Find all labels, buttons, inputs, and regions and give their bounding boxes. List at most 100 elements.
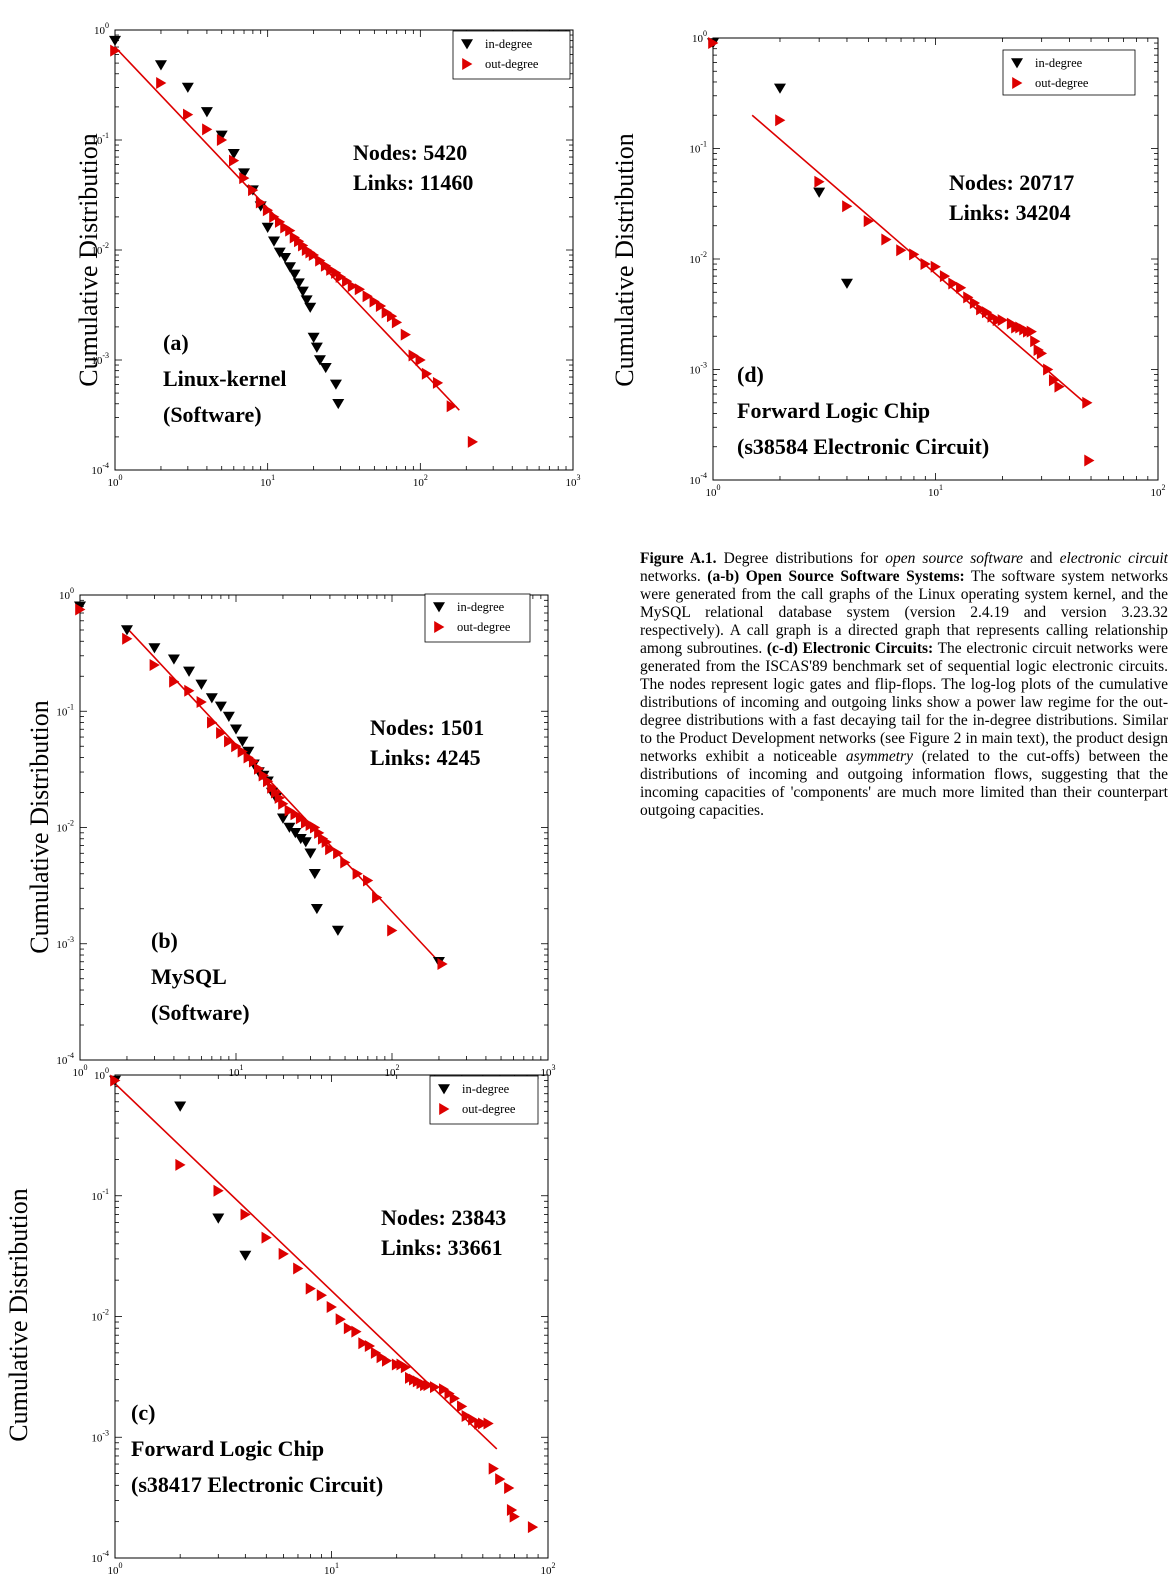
y-tick-label: 10-1 xyxy=(56,702,74,718)
in-degree-point xyxy=(167,654,180,665)
out-degree-point xyxy=(1048,374,1060,387)
out-degree-point xyxy=(381,306,392,319)
panel-letter: (a) xyxy=(163,330,189,355)
y-tick-label: 100 xyxy=(59,586,74,602)
in-degree-point xyxy=(840,278,853,289)
panel-letter: (d) xyxy=(737,362,764,387)
in-degree-point xyxy=(319,362,332,374)
in-degree-point xyxy=(230,724,242,735)
out-degree-point xyxy=(333,847,344,860)
in-degree-point xyxy=(310,342,323,353)
x-tick-label: 100 xyxy=(73,1063,88,1079)
in-degree-point xyxy=(304,848,317,859)
y-axis-label: Cumulative Distribution xyxy=(4,1188,33,1442)
out-degree-point xyxy=(183,108,194,121)
out-degree-point xyxy=(1043,363,1054,376)
out-degree-point xyxy=(509,1510,520,1523)
out-degree-point xyxy=(527,1521,539,1534)
out-degree-point xyxy=(948,277,959,290)
in-degree-point xyxy=(331,925,344,936)
out-degree-point xyxy=(240,1208,251,1221)
out-degree-point xyxy=(415,354,426,366)
out-degree-point xyxy=(372,891,383,904)
in-degree-point xyxy=(300,295,313,306)
in-degree-point xyxy=(307,332,320,343)
legend-box xyxy=(424,593,531,643)
y-tick-label: 10-1 xyxy=(91,1187,109,1203)
out-degree-point xyxy=(457,1400,468,1413)
in-degree-point xyxy=(154,60,167,71)
y-tick-label: 10-4 xyxy=(689,471,707,487)
out-degree-point xyxy=(335,270,346,283)
chart-d: 100 101 102 100 10-1 10-2 10-3 10-4 Cumulative D… xyxy=(610,29,1166,499)
figure-caption: Figure A.1. Degree distributions for ope… xyxy=(640,550,1168,820)
in-degree-point xyxy=(329,379,342,390)
out-degree-point xyxy=(263,775,274,788)
out-degree-point xyxy=(358,1337,369,1350)
out-degree-point xyxy=(488,1462,499,1475)
legend-box xyxy=(452,30,571,80)
out-degree-point xyxy=(495,1473,506,1486)
out-degree-point xyxy=(504,1481,515,1494)
out-degree-point xyxy=(255,196,267,209)
legend-marker xyxy=(1012,77,1023,89)
out-degree-point xyxy=(1026,325,1037,338)
y-tick-label: 10-2 xyxy=(689,250,707,266)
in-degree-point xyxy=(813,187,826,198)
out-degree-point xyxy=(320,259,332,272)
panel-title: MySQL xyxy=(151,964,227,989)
out-degree-point xyxy=(467,435,479,448)
panel-title: Linux-kernel xyxy=(163,366,286,391)
legend-box xyxy=(429,1075,539,1125)
out-degree-point xyxy=(343,1322,355,1335)
in-degree-point xyxy=(183,666,196,677)
out-degree-point xyxy=(290,808,301,821)
out-degree-point xyxy=(122,632,133,645)
x-tick-label: 101 xyxy=(260,473,275,489)
panel-title: Forward Logic Chip xyxy=(131,1436,324,1461)
panel-title: Forward Logic Chip xyxy=(737,398,930,423)
y-tick-label: 10-3 xyxy=(91,351,109,367)
out-degree-point xyxy=(956,281,967,294)
in-degree-point xyxy=(332,398,345,410)
out-degree-point xyxy=(444,1387,455,1400)
out-degree-point xyxy=(278,1247,289,1260)
x-tick-label: 103 xyxy=(541,1063,556,1079)
out-degree-point xyxy=(354,283,365,296)
out-degree-point xyxy=(920,258,931,271)
panel-letter: (c) xyxy=(131,1400,155,1425)
out-degree-point xyxy=(963,291,974,304)
out-degree-point xyxy=(261,1231,272,1244)
out-degree-point xyxy=(274,791,285,804)
in-degree-point xyxy=(273,247,286,258)
in-degree-point xyxy=(289,828,302,839)
x-tick-label: 101 xyxy=(229,1063,244,1079)
out-degree-point xyxy=(326,1300,337,1313)
out-degree-point xyxy=(285,224,296,237)
out-degree-point xyxy=(438,1383,450,1396)
legend-marker xyxy=(434,621,445,633)
out-degree-point xyxy=(506,1503,518,1516)
out-degree-point xyxy=(149,658,160,671)
out-degree-point xyxy=(253,762,265,775)
out-degree-point xyxy=(269,210,280,223)
out-degree-point xyxy=(1036,347,1048,360)
panel-letter: (b) xyxy=(151,928,178,953)
in-degree-point xyxy=(242,746,255,757)
out-degree-point xyxy=(274,215,286,228)
legend-marker xyxy=(433,602,445,613)
in-degree-point xyxy=(299,837,312,848)
out-degree-point xyxy=(400,1361,412,1374)
out-degree-point xyxy=(369,295,380,308)
out-degree-point xyxy=(239,172,250,185)
out-degree-point xyxy=(930,260,941,273)
out-degree-point xyxy=(284,804,295,817)
fit-line xyxy=(126,627,440,963)
out-degree-point xyxy=(308,249,320,262)
out-degree-point xyxy=(446,400,457,413)
out-degree-point xyxy=(156,76,167,89)
out-degree-point xyxy=(364,1339,376,1352)
out-degree-point xyxy=(202,123,213,136)
out-degree-point xyxy=(400,328,411,341)
x-tick-label: 102 xyxy=(413,473,428,489)
